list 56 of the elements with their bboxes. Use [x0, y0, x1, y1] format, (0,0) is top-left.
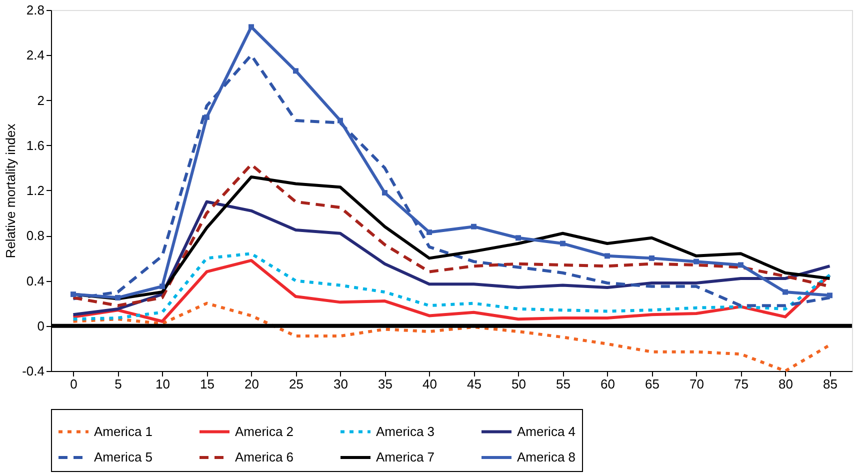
point	[382, 190, 388, 196]
point	[560, 240, 566, 246]
legend-label: America 6	[235, 450, 294, 464]
y-axis-title: Relative mortality index	[3, 123, 18, 258]
y-tick-label: 1.2	[26, 183, 44, 198]
legend-label: America 4	[517, 424, 576, 439]
x-tick-label: 0	[70, 376, 78, 392]
point	[115, 294, 120, 300]
x-tick-label: 75	[734, 376, 748, 392]
point	[471, 224, 476, 230]
x-tick-label: 50	[512, 376, 526, 392]
point	[694, 258, 699, 264]
y-tick-label: 0.8	[26, 228, 44, 244]
point	[338, 118, 343, 124]
point	[516, 235, 521, 241]
legend-label: America 2	[235, 424, 294, 439]
x-tick-label: 60	[600, 376, 615, 392]
x-tick-label: 35	[378, 376, 392, 392]
point	[649, 255, 654, 261]
point	[293, 68, 298, 74]
point	[604, 253, 610, 259]
x-tick-label: 25	[289, 376, 304, 392]
point	[827, 292, 832, 298]
x-tick-label: 5	[114, 376, 122, 392]
y-tick-label: 0	[37, 318, 44, 334]
point	[782, 289, 788, 295]
x-tick-label: 10	[156, 376, 170, 392]
legend-label: America 8	[517, 450, 576, 464]
y-tick-label: 1.6	[26, 138, 44, 153]
legend-label: America 5	[94, 450, 153, 464]
x-tick-label: 20	[244, 376, 259, 392]
point	[160, 284, 165, 290]
legend-label: America 3	[376, 424, 435, 439]
point	[426, 230, 432, 235]
x-tick-label: 55	[556, 376, 570, 392]
x-tick-label: 40	[422, 376, 437, 392]
y-tick-label: 2.8	[26, 2, 44, 18]
point	[248, 24, 254, 30]
y-tick-label: 2	[37, 92, 44, 108]
x-tick-label: 15	[200, 376, 214, 392]
legend-label: America 7	[376, 450, 435, 464]
point	[204, 114, 210, 120]
point	[738, 262, 744, 268]
x-tick-label: 65	[645, 376, 660, 392]
y-tick-label: -0.4	[22, 364, 44, 378]
line-series	[72, 302, 832, 372]
legend-label: America 1	[94, 424, 153, 439]
x-tick-label: 30	[334, 376, 348, 392]
x-tick-label: 70	[690, 376, 704, 392]
y-tick-label: 0.4	[26, 273, 44, 288]
x-tick-label: 45	[467, 376, 482, 392]
point	[70, 292, 76, 298]
y-tick-label: 2.4	[26, 48, 44, 63]
line-series	[72, 200, 832, 316]
x-tick-label: 85	[823, 376, 838, 392]
x-tick-label: 80	[778, 376, 793, 392]
